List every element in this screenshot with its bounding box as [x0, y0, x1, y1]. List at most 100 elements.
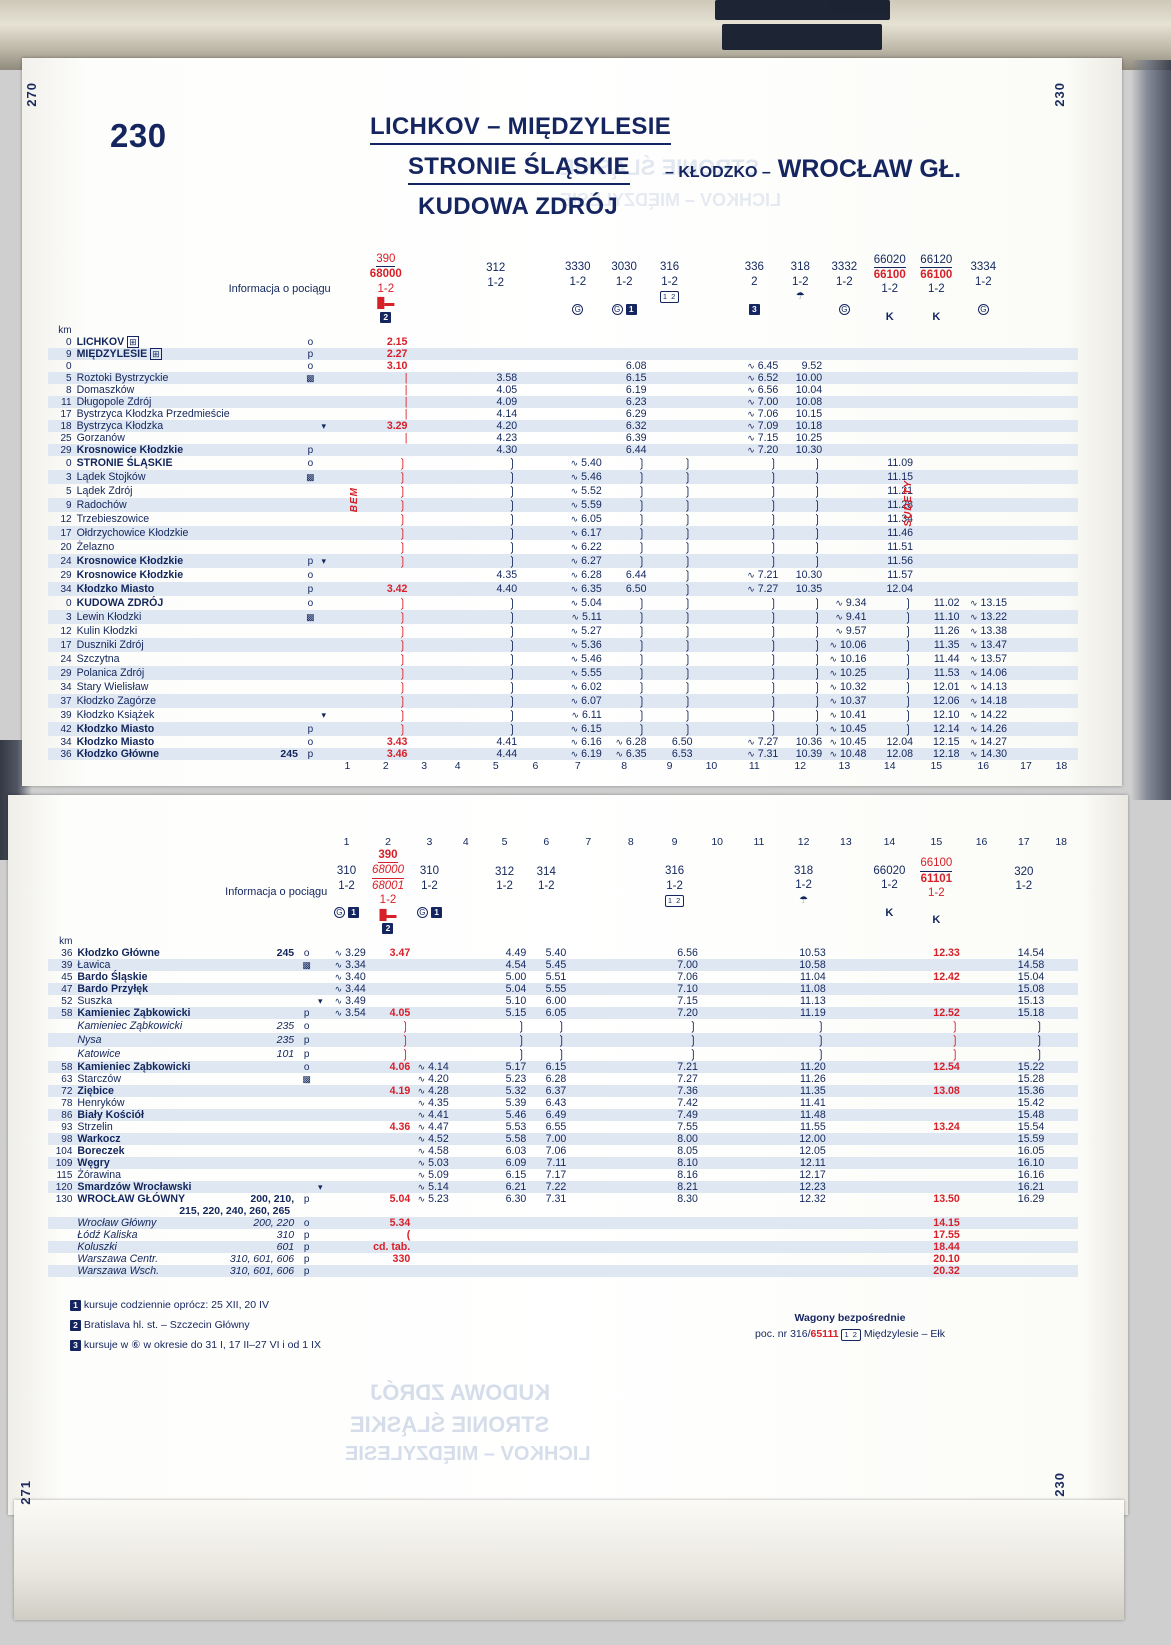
- cell-c1: [331, 624, 364, 638]
- continuation-bracket-icon: ❳: [636, 722, 647, 736]
- train-column-8: [610, 848, 651, 936]
- cell-c14: ❳: [866, 666, 913, 680]
- cell-c16: [960, 1033, 1003, 1047]
- cell-c18: [1045, 360, 1078, 372]
- arrival-departure-mark: o: [307, 360, 314, 372]
- station-cell: Żórawina: [72, 1169, 300, 1181]
- cell-c5: [483, 1229, 526, 1241]
- continuation-bracket-icon: ❳: [507, 624, 518, 638]
- column-number-1: 1: [344, 760, 351, 772]
- cell-c10: [693, 420, 731, 432]
- cell-c17: [1007, 540, 1045, 554]
- station-cell: Węgry: [72, 1157, 300, 1169]
- cell-c10: [698, 1217, 737, 1229]
- cell-c17: 14.58: [1017, 959, 1045, 972]
- cell-c1: [331, 736, 364, 748]
- cell-c2: ❳: [364, 470, 407, 484]
- row-km: 42: [60, 723, 72, 735]
- continuation-bracket-icon: ❳: [682, 722, 693, 736]
- cell-c11: [736, 1169, 781, 1181]
- cell-c4: [441, 408, 474, 420]
- station-name: Krosnowice Kłodzkie: [76, 444, 184, 456]
- row-km: 98: [61, 1133, 73, 1145]
- through-coaches-suffix: Międzylesie – Ełk: [863, 1328, 945, 1340]
- cell-c15: 13.24: [933, 1121, 960, 1134]
- through-coaches-number: 65111: [810, 1328, 839, 1340]
- continuation-bracket-icon: ❳: [682, 596, 693, 610]
- arrival-departure-mark: p: [303, 1193, 310, 1205]
- train-column-11: 336 2 3: [744, 261, 764, 315]
- cell-c17: 15.28: [1017, 1073, 1045, 1086]
- cell-c5: ❳: [474, 722, 517, 736]
- wavy-line-icon: ∿: [570, 570, 579, 580]
- cell-c17: 15.22: [1017, 1061, 1045, 1074]
- wavy-line-icon: ∿: [334, 1008, 343, 1019]
- table-row: 5 Lądek Zdrój ❳ ❳ ∿ 5.52 ❳ ❳ ❳ ❳ 11.21: [48, 484, 1078, 498]
- cell-c1: [331, 396, 364, 408]
- station-name: Nysa: [77, 1034, 102, 1047]
- row-km: 34: [60, 736, 72, 748]
- row-refs: 245: [280, 748, 298, 760]
- continuation-bracket-icon: ❳: [636, 694, 647, 708]
- cell-c3: [410, 947, 448, 959]
- cell-c17: [1007, 708, 1045, 722]
- cell-c14: ❳: [866, 624, 913, 638]
- arrival-departure-mark: ▩: [304, 372, 317, 384]
- table-row: Wrocław Główny 200, 220 o 5.34 14.15: [48, 1217, 1078, 1230]
- cell-c18: [1045, 384, 1078, 396]
- cell-c12: 12.32: [799, 1193, 826, 1206]
- class-1-2-icon: 1 2: [841, 1329, 861, 1341]
- cell-c14: 11.56: [887, 555, 914, 567]
- cell-c6: [517, 748, 554, 760]
- column-number-7: 7: [585, 836, 592, 848]
- cell-c9: ❳: [651, 1033, 698, 1047]
- continuation-bracket-icon: ❳: [507, 596, 518, 610]
- cell-c18: [1044, 1169, 1078, 1181]
- continuation-bracket-icon: ❳: [397, 638, 408, 652]
- cell-c2: ❳: [364, 512, 407, 526]
- cell-c17: ❳: [1003, 1047, 1044, 1061]
- continuation-bracket-icon: ❳: [682, 526, 693, 540]
- cell-c4: [441, 526, 474, 540]
- cell-c3: [407, 408, 440, 420]
- note-1-icon: 1: [625, 303, 637, 315]
- wavy-line-icon: ∿: [570, 696, 579, 706]
- cell-c11: ❳: [730, 694, 778, 708]
- cell-c8: [610, 1253, 651, 1265]
- cell-c16: [960, 420, 1008, 432]
- cell-c10: [693, 526, 731, 540]
- cell-c5: ❳: [474, 554, 517, 568]
- cell-c15: 12.33: [933, 947, 960, 960]
- cell-c8: [610, 1241, 651, 1253]
- cell-c18: [1045, 512, 1078, 526]
- cell-c12: 11.35: [800, 1085, 826, 1098]
- wavy-line-icon: ∿: [829, 710, 837, 720]
- cell-c1: [331, 512, 364, 526]
- cell-c12: 10.15: [795, 408, 823, 420]
- cell-c1: [327, 1133, 365, 1145]
- cell-c17: [1007, 652, 1045, 666]
- cell-c7: [566, 1157, 610, 1169]
- cell-c13: [822, 456, 866, 470]
- cell-c11: [736, 1061, 781, 1073]
- cell-c4: [441, 694, 474, 708]
- cell-c14: [866, 1217, 913, 1229]
- cell-c15: 20.10: [933, 1253, 960, 1266]
- info-label: Informacja o pociągu: [225, 886, 328, 899]
- km-label-row: km: [48, 325, 1078, 336]
- cell-c13: [826, 1229, 866, 1241]
- spine-blotch-2: [722, 24, 882, 50]
- flag-stop-icon: ▩: [306, 471, 315, 482]
- cell-c12: [781, 1265, 825, 1277]
- cell-c8: [602, 348, 647, 360]
- cell-c6: 7.11: [546, 1157, 567, 1170]
- table-row: 29 Polanica Zdrój ❳ ❳ ∿ 5.55 ❳ ❳ ❳ ❳ ∿ 10.25 ❳ 11.5…: [48, 666, 1078, 680]
- route-line-marker: [317, 444, 331, 456]
- row-km: 120: [55, 1181, 73, 1193]
- continuation-bracket-icon: ❳: [812, 638, 823, 652]
- cell-c16: [960, 995, 1003, 1007]
- cell-c5: ❳: [474, 540, 517, 554]
- arrival-departure-mark: o: [303, 947, 310, 959]
- cell-c14: [866, 1047, 913, 1061]
- cell-c4: [441, 456, 474, 470]
